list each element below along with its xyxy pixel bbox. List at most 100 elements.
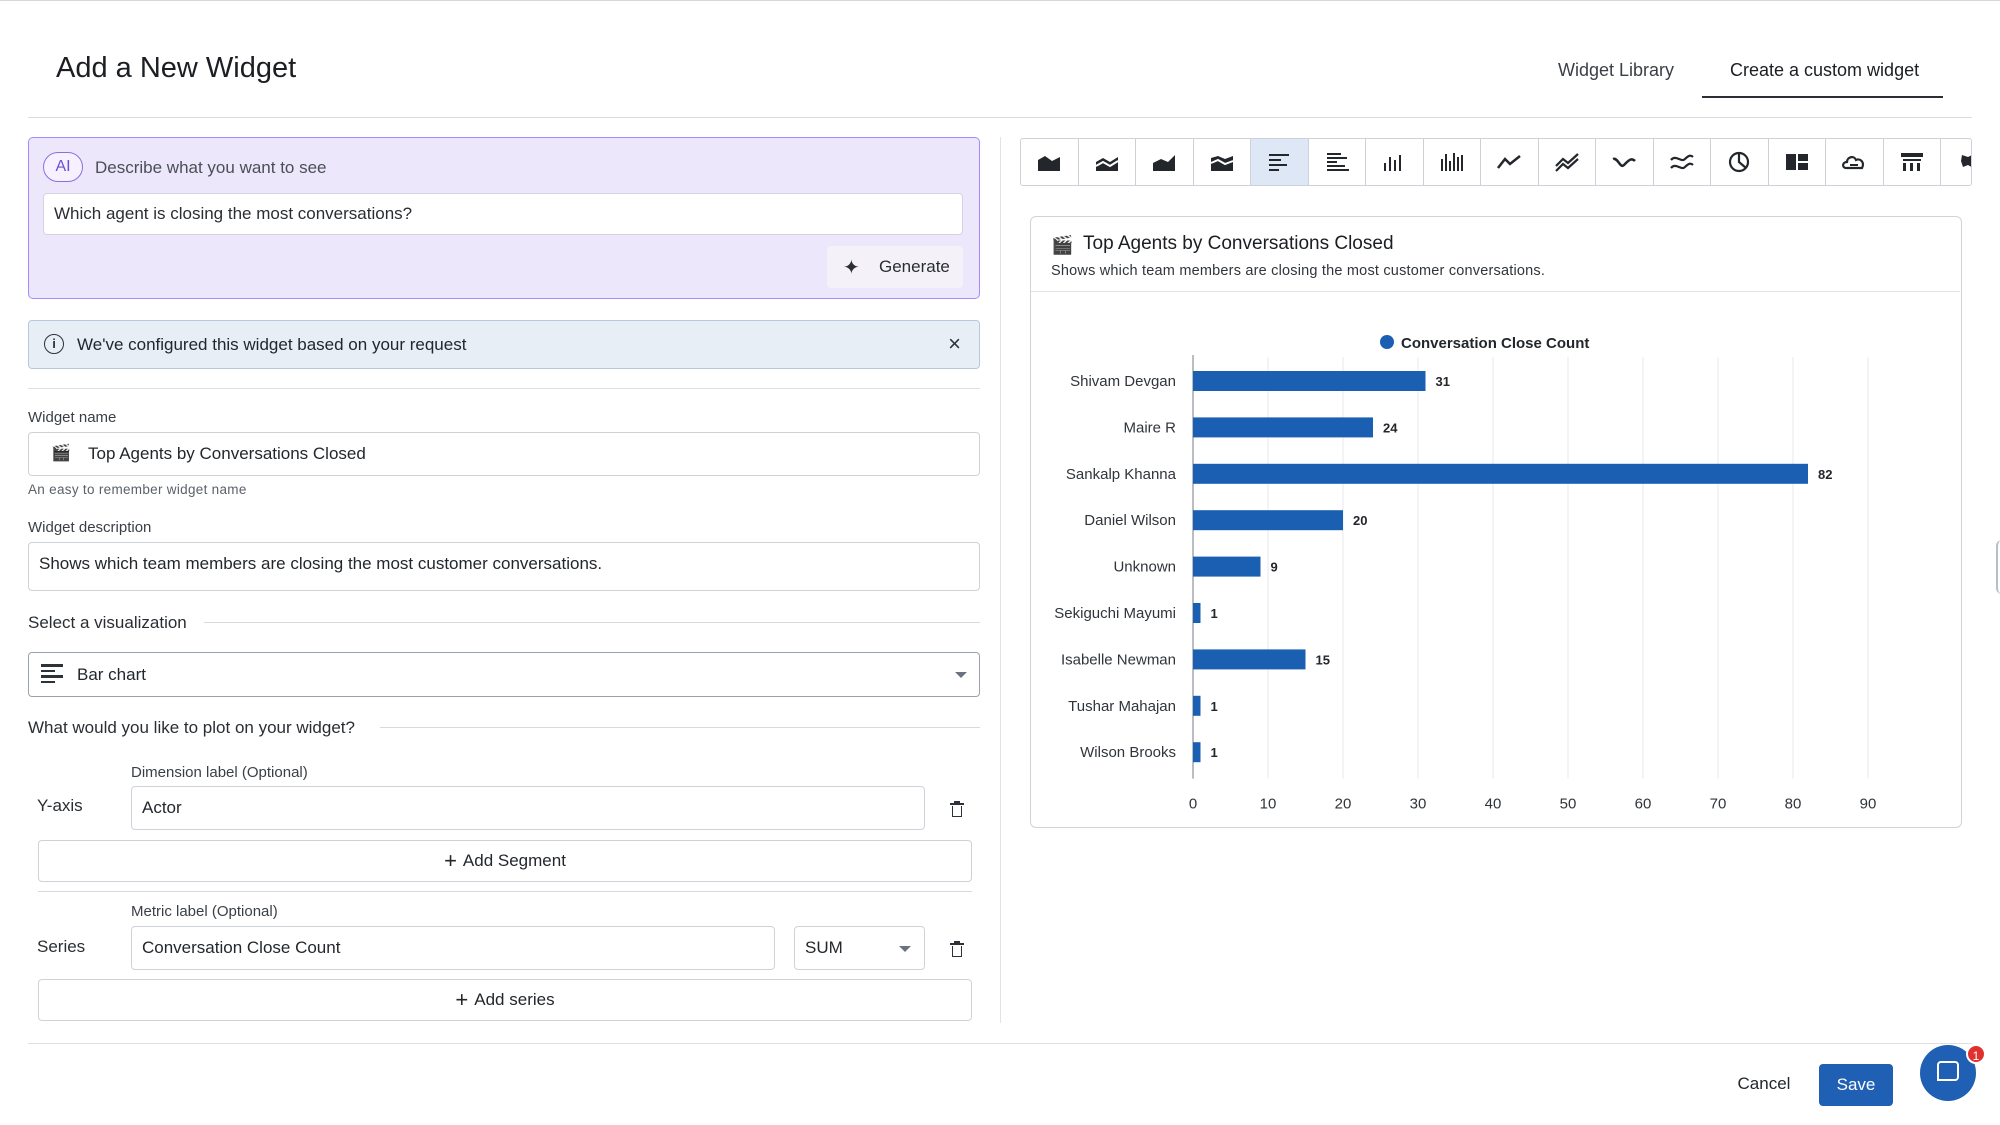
bar [1193,603,1201,623]
widget-name-hint: An easy to remember widget name [28,482,247,497]
info-icon: i [44,334,64,354]
visualization-select[interactable]: Bar chart [28,652,980,697]
bar-data-label: 31 [1436,374,1450,389]
stacked-column-icon[interactable] [1424,139,1481,185]
x-tick-label: 60 [1635,796,1652,813]
chevron-down-icon [955,672,967,678]
series-divider [38,891,972,892]
dimension-input[interactable]: Actor [131,786,925,830]
cancel-button[interactable]: Cancel [1737,1074,1791,1093]
x-tick-label: 0 [1189,796,1197,813]
cloud-icon[interactable] [1826,139,1884,185]
add-series-button[interactable]: + Add series [38,979,972,1021]
area-chart-icon[interactable] [1021,139,1079,185]
table-icon[interactable] [1884,139,1941,185]
bar-data-label: 1 [1211,606,1218,621]
dimension-label: Dimension label (Optional) [131,764,308,781]
delete-series-trash-icon[interactable] [950,941,964,958]
preview-subtitle: Shows which team members are closing the… [1051,263,1546,279]
side-panel-handle[interactable] [1996,540,2000,594]
sparkle-icon: ✦ [843,257,860,279]
bar-chart: Conversation Close Count 0 10 20 30 40 50 60 70 8… [1054,335,1877,813]
widget-description-field[interactable]: Shows which team members are closing the… [28,542,980,591]
bar [1193,417,1373,438]
add-series-label: Add series [474,990,555,1009]
generate-button[interactable]: ✦ Generate [827,246,963,288]
legend-label: Conversation Close Count [1401,335,1589,352]
treemap-icon[interactable] [1769,139,1826,185]
y-axis-label: Y-axis [37,796,83,815]
configured-notice-text: We've configured this widget based on yo… [77,335,467,354]
panel-divider [1000,137,1001,1023]
delete-dimension-trash-icon[interactable] [950,801,964,818]
bar-data-label: 82 [1818,467,1832,482]
visualization-section-title: Select a visualization [28,613,187,632]
clapperboard-icon: 🎬 [51,445,71,462]
section-divider [28,388,980,389]
area-chart-alt-icon[interactable] [1136,139,1194,185]
horizontal-bar-icon[interactable] [1251,139,1309,185]
ai-prompt-label: Describe what you want to see [95,158,327,177]
y-category-label: Daniel Wilson [1084,512,1176,529]
visualization-toolbar [1020,138,1972,186]
preview-header-divider [1031,291,1960,292]
bar-data-label: 1 [1211,699,1218,714]
active-tab-indicator [1702,96,1943,98]
y-category-label: Sankalp Khanna [1066,466,1177,483]
bar-data-label: 24 [1383,420,1398,435]
map-icon[interactable] [1941,139,1971,185]
bar-data-label: 1 [1211,745,1218,760]
preview-title: Top Agents by Conversations Closed [1083,233,1394,254]
plus-icon: + [455,987,469,1012]
close-icon[interactable]: × [948,331,961,356]
x-tick-label: 90 [1860,796,1877,813]
bar [1193,556,1261,577]
visualization-section-line [204,622,980,623]
tab-create-custom-widget[interactable]: Create a custom widget [1730,60,1920,80]
aggregation-select[interactable]: SUM [794,926,925,970]
line-chart-icon[interactable] [1481,139,1539,185]
bar [1193,463,1808,484]
widget-name-value: Top Agents by Conversations Closed [88,444,366,463]
bar [1193,371,1426,391]
stacked-area-icon[interactable] [1079,139,1136,185]
visualization-select-value: Bar chart [77,665,146,684]
y-category-label: Maire R [1123,419,1176,436]
multi-spline-icon[interactable] [1654,139,1711,185]
legend-marker [1380,335,1394,349]
tab-widget-library[interactable]: Widget Library [1558,60,1675,80]
series-label: Series [37,937,86,956]
y-category-label: Wilson Brooks [1080,744,1176,761]
metric-label: Metric label (Optional) [131,903,278,920]
bar [1193,742,1201,763]
save-button[interactable]: Save [1819,1064,1893,1106]
ai-query-input[interactable]: Which agent is closing the most conversa… [43,193,963,235]
pie-chart-icon[interactable] [1711,139,1769,185]
bar [1193,649,1306,670]
add-segment-button[interactable]: + Add Segment [38,840,972,882]
widget-name-field[interactable]: 🎬 Top Agents by Conversations Closed [28,432,980,476]
stacked-area-alt-icon[interactable] [1194,139,1251,185]
column-chart-icon[interactable] [1366,139,1424,185]
bar-data-label: 20 [1353,513,1367,528]
metric-input[interactable]: Conversation Close Count [131,926,775,970]
footer-divider [28,1043,1972,1044]
multi-line-icon[interactable] [1539,139,1596,185]
widget-description-label: Widget description [28,519,152,536]
spline-icon[interactable] [1596,139,1654,185]
chat-notification-badge: 1 [1966,1044,1986,1064]
y-category-label: Shivam Devgan [1070,373,1176,390]
stacked-horizontal-bar-icon[interactable] [1309,139,1366,185]
page-title: Add a New Widget [56,52,297,84]
x-tick-label: 50 [1560,796,1577,813]
configured-notice: i We've configured this widget based on … [28,320,980,369]
widget-name-label: Widget name [28,409,117,426]
add-segment-label: Add Segment [462,851,566,870]
y-category-label: Isabelle Newman [1061,651,1176,668]
bar-data-label: 15 [1316,652,1330,667]
clapperboard-icon: 🎬 [1051,235,1074,255]
chat-bubble-icon [1937,1061,1959,1081]
bar-chart-icon [41,664,63,684]
window-top-border [0,0,2000,1]
x-tick-label: 80 [1785,796,1802,813]
